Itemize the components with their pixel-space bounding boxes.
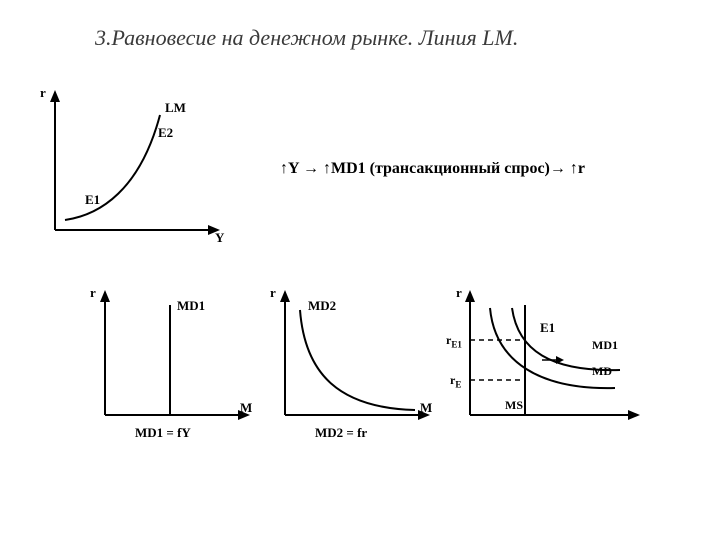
ms-label-e1: E1: [540, 320, 555, 336]
lm-svg: [30, 80, 230, 250]
ms-label-re: rE: [450, 373, 461, 389]
md2-label-md2: MD2: [308, 298, 336, 314]
ms-label-re1: rE1: [446, 333, 462, 349]
md1-caption: MD1 = fY: [135, 425, 191, 441]
lm-ylabel: r: [40, 85, 46, 101]
ms-label-ms: MS: [505, 398, 523, 413]
formula-line: ↑Y → ↑MD1 (трансакционный спрос)→ ↑r: [280, 160, 585, 178]
ms-ylabel: r: [456, 285, 462, 301]
md1-graph: r M MD1 MD1 = fY: [80, 280, 260, 450]
ms-graph: r rE1 rE E1 MD1 MD MS: [440, 280, 660, 450]
lm-label-lm: LM: [165, 100, 186, 116]
md2-ylabel: r: [270, 285, 276, 301]
ms-label-md: MD: [592, 364, 612, 379]
lm-label-e1: E1: [85, 192, 100, 208]
lm-label-e2: E2: [158, 125, 173, 141]
md2-caption: MD2 = fr: [315, 425, 367, 441]
md2-xlabel: M: [420, 400, 432, 416]
page-title: 3.Равновесие на денежном рынке. Линия LM…: [95, 25, 518, 51]
md1-label-md1: MD1: [177, 298, 205, 314]
ms-label-md1: MD1: [592, 338, 618, 353]
lm-xlabel: Y: [215, 230, 224, 246]
md1-xlabel: M: [240, 400, 252, 416]
ms-svg: [440, 280, 660, 450]
lm-graph: r Y LM E2 E1: [30, 80, 230, 250]
md2-graph: r M MD2 MD2 = fr: [260, 280, 440, 450]
md1-ylabel: r: [90, 285, 96, 301]
